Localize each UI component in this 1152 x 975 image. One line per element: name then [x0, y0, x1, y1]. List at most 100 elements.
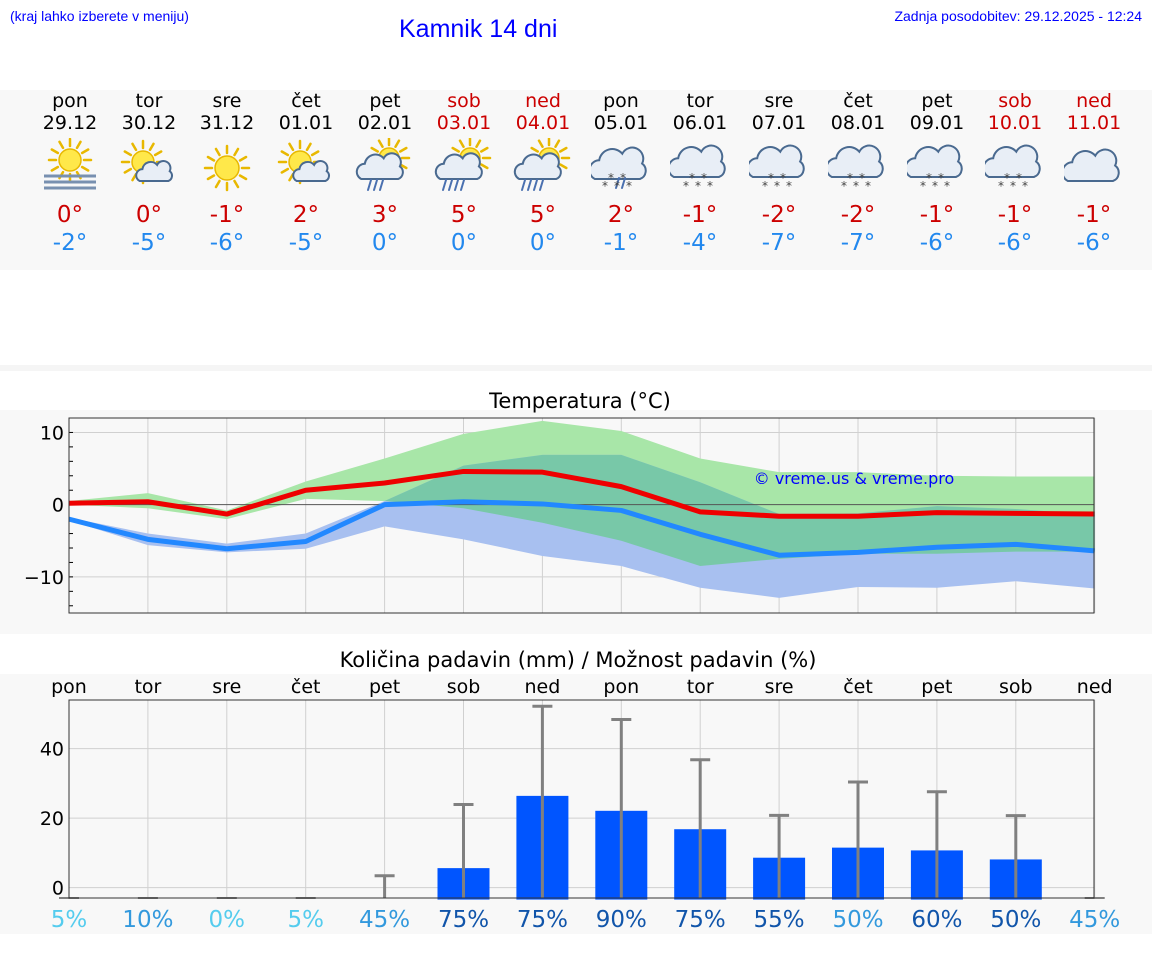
- cloud-snow-icon: * * * * *: [667, 138, 730, 198]
- max-temp: 0°: [56, 202, 84, 228]
- day-name: pet: [921, 90, 953, 112]
- cloud-sleet-icon: * * * * *: [588, 138, 651, 198]
- max-temp: 5°: [450, 202, 478, 228]
- y-tick-label: 0: [52, 878, 64, 900]
- sun-ray: [475, 139, 482, 148]
- overlap-range-band: [69, 454, 1095, 567]
- snow-flake: *: [1022, 179, 1028, 193]
- precip-probability-label: 75%: [675, 907, 726, 933]
- day-date: 03.01: [436, 112, 492, 134]
- sun-ray: [559, 146, 568, 153]
- snow-flake: *: [786, 179, 792, 193]
- sun-ray: [131, 142, 138, 152]
- snow-flake: *: [762, 179, 768, 193]
- sun-ray: [123, 150, 133, 157]
- rain-drop: [521, 179, 526, 191]
- snow-flake: *: [626, 179, 632, 193]
- day-name: pon: [603, 90, 639, 112]
- x-category-label: sob: [447, 676, 481, 698]
- sun-rain-heavy-icon: [434, 136, 494, 198]
- min-temp: -1°: [603, 230, 639, 256]
- icon-graphic: * *** *: [904, 144, 963, 193]
- rain-drop: [379, 179, 384, 191]
- sun-ray: [377, 139, 384, 148]
- icon-graphic: [203, 144, 251, 192]
- sun-ray: [50, 148, 60, 155]
- min-temp: -6°: [1076, 230, 1112, 256]
- location-hint: (kraj lahko izberete v meniju): [10, 8, 189, 24]
- sun-ray: [238, 155, 248, 162]
- x-category-label: čet: [843, 676, 873, 698]
- min-temp: -5°: [288, 230, 324, 256]
- max-temp: 2°: [292, 202, 320, 228]
- snow-flake: *: [707, 179, 713, 193]
- day-column: ned 04.01 5° 0°: [503, 90, 583, 256]
- sun-ray: [148, 142, 155, 152]
- sun-rain-icon: [355, 136, 415, 198]
- x-category-label: sre: [212, 676, 241, 698]
- min-temp: -5°: [131, 230, 167, 256]
- cloud-shape: [904, 144, 963, 178]
- sun-ray: [288, 142, 295, 152]
- rain-drop: [527, 179, 532, 191]
- precip-probability-label: 50%: [990, 907, 1041, 933]
- rain-drop: [373, 179, 378, 191]
- day-name: sre: [764, 90, 794, 112]
- fog-sun-icon: [40, 137, 100, 198]
- precip-probability-label: 50%: [832, 907, 883, 933]
- day-name: čet: [291, 90, 321, 112]
- day-date: 08.01: [830, 112, 886, 134]
- x-category-label: pon: [603, 676, 639, 698]
- watermark: © vreme.us & vreme.pro: [754, 469, 955, 488]
- day-date: 31.12: [199, 112, 255, 134]
- snow-flake: *: [1010, 179, 1016, 193]
- icon-graphic: * *** *: [825, 144, 884, 193]
- cloud-icon: [1061, 138, 1124, 198]
- day-date: 05.01: [593, 112, 649, 134]
- day-name: sob: [998, 90, 1032, 112]
- sun-cloud-icon: [276, 138, 336, 198]
- max-temp: -2°: [761, 202, 797, 228]
- precip-probability-label: 45%: [1069, 907, 1120, 933]
- sun-ray: [233, 179, 240, 189]
- precip-probability-label: 45%: [359, 907, 410, 933]
- snow-flake: *: [602, 179, 608, 193]
- snow-flake: *: [774, 179, 780, 193]
- max-temp: 5°: [529, 202, 557, 228]
- snow-flake: *: [853, 179, 859, 193]
- day-date: 29.12: [42, 112, 98, 134]
- day-name: tor: [686, 90, 714, 112]
- min-temp: -2°: [52, 230, 88, 256]
- snow-flake: *: [938, 171, 944, 185]
- precip-probability-label: 55%: [754, 907, 805, 933]
- snow-flake: *: [944, 179, 950, 193]
- cloud-snow-icon: * * * * *: [982, 138, 1045, 198]
- snow-flake: *: [920, 179, 926, 193]
- day-column: pon 29.12 0° -2°: [30, 90, 110, 256]
- sun-ray: [480, 163, 489, 170]
- sun-ray: [451, 146, 460, 153]
- daily-forecast-strip: pon 29.12 0° -2° tor 30.12 0° -5° sre 31…: [0, 90, 1152, 270]
- day-column: sre 07.01 * * * * * -2° -7°: [739, 90, 819, 256]
- sun-ray: [305, 142, 312, 152]
- day-date: 07.01: [751, 112, 807, 134]
- day-name: sre: [212, 90, 242, 112]
- snow-flake: *: [841, 179, 847, 193]
- plot-frame: [68, 699, 1095, 899]
- precip-probability-label: 5%: [287, 907, 324, 933]
- day-column: pet 09.01 * * * * * -1° -6°: [897, 90, 977, 256]
- rain-drop: [460, 179, 465, 191]
- icon-graphic: [434, 136, 492, 191]
- max-temp: 0°: [135, 202, 163, 228]
- sun-cloud-icon: [119, 138, 179, 198]
- day-column: pet 02.01 3° 0°: [345, 90, 425, 256]
- x-category-label: ned: [1077, 676, 1113, 698]
- rain-drop: [454, 179, 459, 191]
- snow-flake: *: [614, 179, 620, 193]
- snow-flake: *: [608, 171, 614, 185]
- sun-ray: [214, 179, 221, 189]
- tmin-line: [68, 499, 1095, 558]
- rain-drop: [533, 179, 538, 191]
- chart-title: Temperatura (°C): [488, 389, 671, 413]
- min-temp: 0°: [450, 230, 478, 256]
